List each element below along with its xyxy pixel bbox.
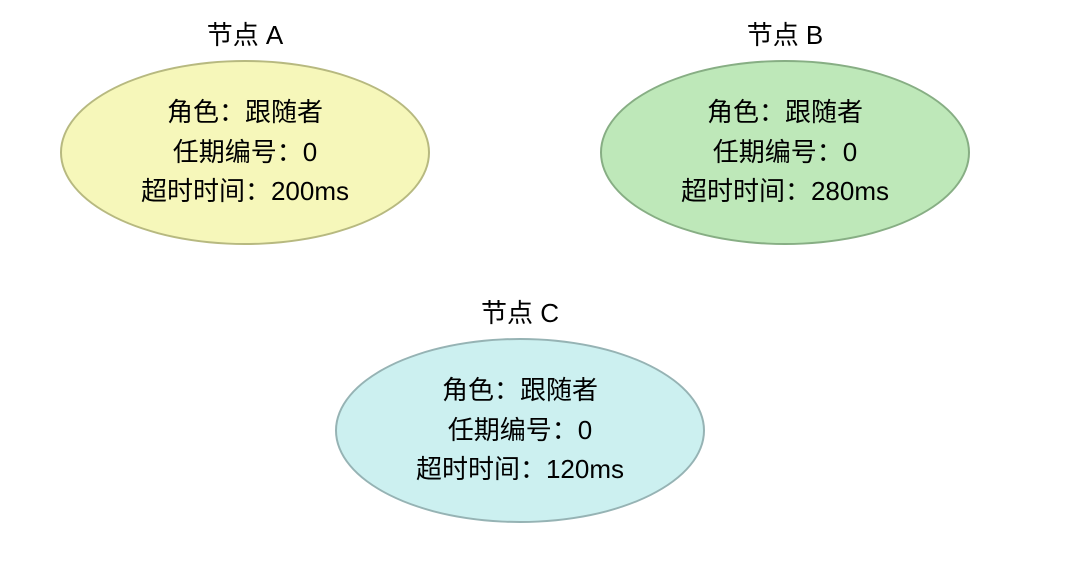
node-a-content: 角色：跟随者 任期编号：0 超时时间：200ms [141,96,349,209]
node-a-title: 节点 A [207,15,284,52]
node-b-title: 节点 B [747,15,824,52]
node-b-role: 角色：跟随者 [707,96,863,130]
node-c: 节点 C 角色：跟随者 任期编号：0 超时时间：120ms [335,293,705,523]
node-c-title: 节点 C [481,293,559,330]
node-c-role: 角色：跟随者 [442,374,598,408]
node-b-timeout: 超时时间：280ms [681,175,889,209]
node-a-timeout: 超时时间：200ms [141,175,349,209]
node-c-timeout: 超时时间：120ms [416,453,624,487]
node-b-ellipse: 角色：跟随者 任期编号：0 超时时间：280ms [600,60,970,245]
node-c-term: 任期编号：0 [448,414,592,448]
node-a-role: 角色：跟随者 [167,96,323,130]
node-c-content: 角色：跟随者 任期编号：0 超时时间：120ms [416,374,624,487]
node-b-content: 角色：跟随者 任期编号：0 超时时间：280ms [681,96,889,209]
node-b: 节点 B 角色：跟随者 任期编号：0 超时时间：280ms [600,15,970,245]
node-a-ellipse: 角色：跟随者 任期编号：0 超时时间：200ms [60,60,430,245]
node-c-ellipse: 角色：跟随者 任期编号：0 超时时间：120ms [335,338,705,523]
node-a-term: 任期编号：0 [173,136,317,170]
node-b-term: 任期编号：0 [713,136,857,170]
node-a: 节点 A 角色：跟随者 任期编号：0 超时时间：200ms [60,15,430,245]
